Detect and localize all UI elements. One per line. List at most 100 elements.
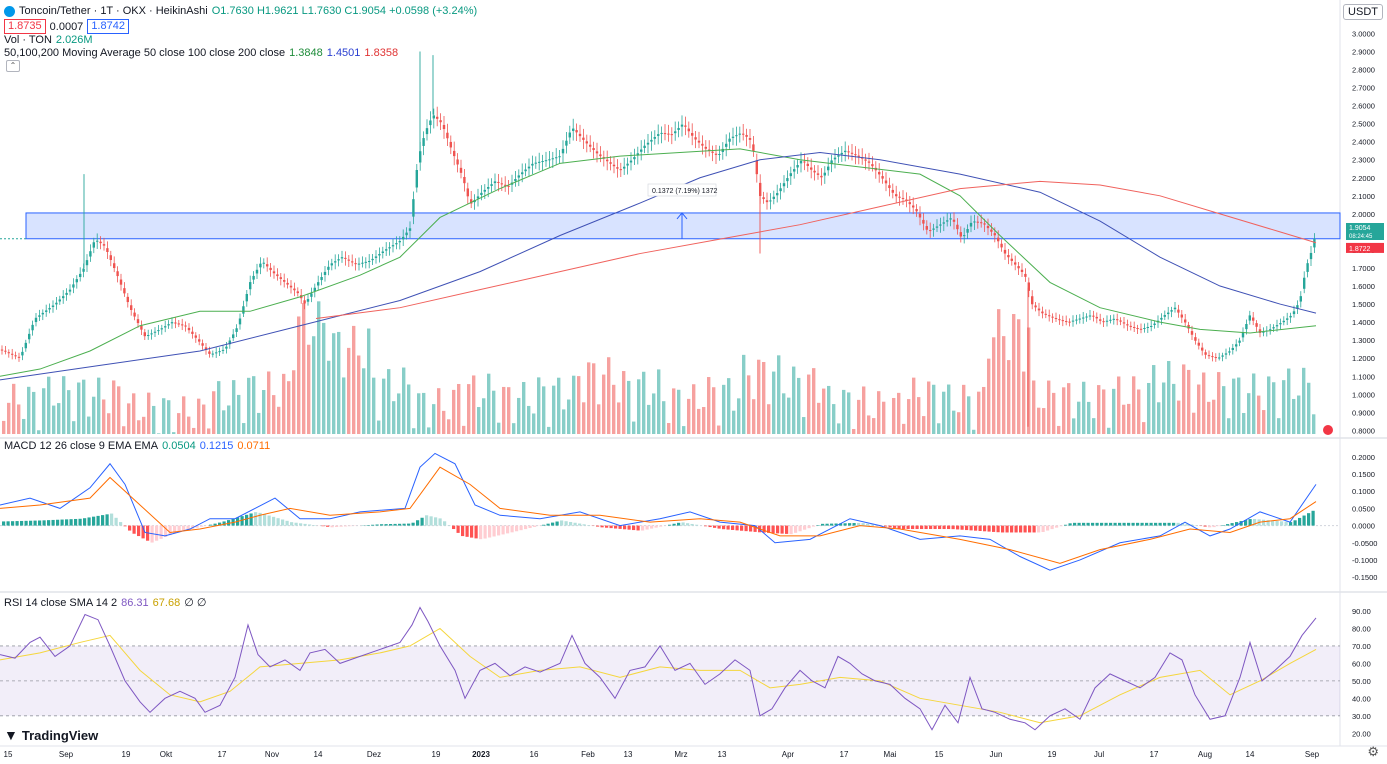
price-tick-label: 2.1000 xyxy=(1352,192,1375,201)
volume-bar xyxy=(712,387,716,434)
rsi-label[interactable]: RSI 14 close SMA 14 2 xyxy=(4,596,118,609)
time-tick-label: 17 xyxy=(840,750,849,759)
volume-bar xyxy=(1197,384,1201,434)
candle-body xyxy=(1051,316,1054,318)
volume-bar xyxy=(702,407,706,434)
candle-body xyxy=(1177,309,1180,313)
time-tick-label: 13 xyxy=(624,750,633,759)
volume-bar xyxy=(632,421,636,434)
macd-histogram-bar xyxy=(222,521,226,526)
candle-body xyxy=(337,259,340,261)
candle-body xyxy=(65,292,68,295)
price-tick-label: 1.6000 xyxy=(1352,282,1375,291)
candle-body xyxy=(884,180,888,184)
candle-body xyxy=(218,351,221,353)
volume-bar xyxy=(62,376,66,434)
candle-body xyxy=(738,133,741,135)
macd-histogram-bar xyxy=(1064,524,1068,526)
macd-histogram-bar xyxy=(272,516,276,526)
macd-histogram-bar xyxy=(492,525,496,537)
candle-body xyxy=(684,125,687,127)
macd-histogram-bar xyxy=(780,525,784,534)
time-axis[interactable]: 15 Sep 19 Okt 17 Nov 14 Dez 19 2023 16 Feb 13 Mrz 13 Ap… xyxy=(4,750,1320,759)
volume-label[interactable]: Vol · TON xyxy=(4,34,52,46)
candle-body xyxy=(1088,315,1092,317)
collapse-legend-button[interactable]: ⌃ xyxy=(6,60,20,72)
candle-body xyxy=(347,259,350,261)
macd-histogram-bar xyxy=(416,520,420,526)
macd-histogram-bar xyxy=(789,525,793,535)
macd-label[interactable]: MACD 12 26 close 9 EMA EMA xyxy=(4,440,159,452)
macd-histogram-bar xyxy=(74,518,78,526)
candle-body xyxy=(493,181,497,184)
macd-histogram-bar xyxy=(258,512,262,526)
macd-histogram-bar xyxy=(1248,519,1252,526)
candle-body xyxy=(119,279,123,285)
macd-histogram-bar xyxy=(803,525,807,530)
volume-bar xyxy=(172,432,176,434)
candle-body xyxy=(85,260,89,266)
candle-body xyxy=(725,143,728,147)
candle-body xyxy=(939,224,942,226)
candle-body xyxy=(782,183,786,187)
macd-histogram-bar xyxy=(1208,525,1212,528)
ask-button[interactable]: 1.8742 xyxy=(87,19,129,34)
macd-histogram-bar xyxy=(438,518,442,526)
price-tick-label: 2.9000 xyxy=(1352,47,1375,56)
volume-bar xyxy=(877,391,881,434)
volume-bar xyxy=(787,397,791,434)
candle-body xyxy=(1163,315,1166,317)
candle-body xyxy=(1133,326,1136,328)
volume-bar xyxy=(352,325,356,434)
macd-histogram-bar xyxy=(866,523,870,526)
macd-histogram-bar xyxy=(119,522,123,526)
macd-histogram-bar xyxy=(366,525,370,526)
macd-histogram-bar xyxy=(501,525,505,535)
macd-histogram-bar xyxy=(51,519,55,526)
volume-bar xyxy=(1132,376,1136,434)
volume-bar xyxy=(857,399,861,434)
candle-body xyxy=(915,209,918,212)
macd-histogram-bar xyxy=(1082,522,1086,526)
volume-bar xyxy=(312,336,316,434)
volume-bar xyxy=(1067,383,1071,434)
volume-bar xyxy=(1247,393,1251,434)
macd-histogram-bar xyxy=(11,521,15,526)
macd-histogram-bar xyxy=(893,525,897,528)
volume-bar xyxy=(307,344,311,434)
rsi-sma-line xyxy=(0,627,1317,724)
candle-body xyxy=(204,347,208,350)
macd-histogram-bar xyxy=(641,525,645,531)
tradingview-logo[interactable]: ▼ TradingView xyxy=(4,727,98,743)
candle-body xyxy=(463,176,466,184)
settings-gear-icon[interactable]: ⚙ xyxy=(1367,744,1379,759)
ma-label[interactable]: 50,100,200 Moving Average 50 close 100 c… xyxy=(4,47,286,59)
volume-bar xyxy=(202,404,206,434)
volume-bar xyxy=(1052,392,1056,434)
candle-body xyxy=(1041,311,1044,314)
currency-button[interactable]: USDT xyxy=(1343,4,1383,20)
bid-button[interactable]: 1.8735 xyxy=(4,19,46,34)
macd-histogram-bar xyxy=(722,525,726,530)
candle-body xyxy=(487,187,490,189)
candle-body xyxy=(867,161,871,163)
candle-body xyxy=(1173,307,1177,310)
symbol-title[interactable]: Toncoin/Tether · 1T · OKX · HeikinAshi xyxy=(19,5,208,17)
macd-histogram-bar xyxy=(177,525,181,532)
volume-bar xyxy=(1172,383,1176,434)
volume-bar xyxy=(1192,412,1196,434)
candle-body xyxy=(1299,296,1302,302)
volume-bar xyxy=(837,423,841,434)
ma-legend: 50,100,200 Moving Average 50 close 100 c… xyxy=(4,47,398,59)
candle-body xyxy=(388,247,391,249)
volume-bar xyxy=(592,363,596,434)
candle-body xyxy=(422,138,425,146)
volume-bar xyxy=(1107,427,1111,434)
candle-body xyxy=(708,149,711,151)
price-axis[interactable]: 3.0000 2.9000 2.8000 2.7000 2.6000 2.5000 2.40… xyxy=(1352,29,1377,738)
candle-body xyxy=(565,140,568,146)
candle-body xyxy=(997,237,1000,242)
macd-histogram-bar xyxy=(110,513,114,526)
macd-tick-label: -0.1000 xyxy=(1352,556,1377,565)
